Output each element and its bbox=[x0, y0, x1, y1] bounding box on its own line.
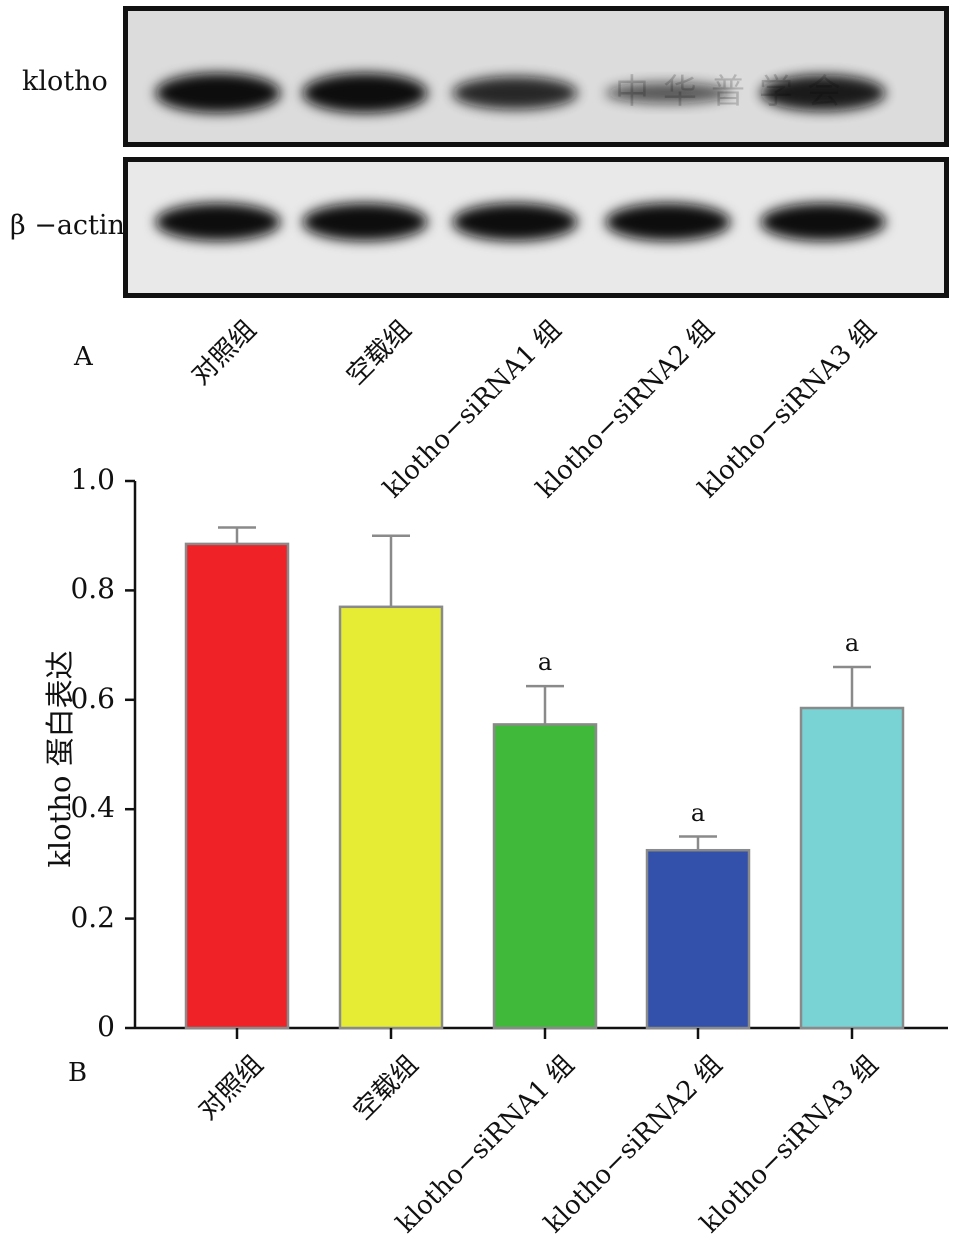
y-tick-label: 0 bbox=[97, 1010, 115, 1043]
significance-label: a bbox=[690, 798, 706, 827]
blot-band bbox=[302, 73, 428, 113]
bar bbox=[492, 723, 598, 1030]
y-tick-label: 0.6 bbox=[70, 681, 115, 715]
panel-letter-b: B bbox=[68, 1058, 88, 1088]
blot-lane-label: 空载组 bbox=[340, 314, 418, 392]
blot-row-label-actin: β −actin bbox=[10, 210, 125, 241]
blot-band bbox=[605, 203, 731, 241]
blot-actin-strip bbox=[123, 157, 949, 298]
bar bbox=[338, 605, 444, 1030]
bar bbox=[799, 706, 905, 1030]
watermark: 中华普学会 bbox=[615, 72, 855, 112]
blot-band bbox=[155, 73, 281, 113]
blot-row-label-klotho: klotho bbox=[22, 66, 108, 97]
blot-band bbox=[302, 203, 428, 241]
blot-lane-label: 对照组 bbox=[185, 314, 263, 392]
bar bbox=[184, 542, 290, 1030]
significance-label: a bbox=[844, 628, 860, 657]
significance-label: a bbox=[537, 648, 553, 677]
blot-band bbox=[155, 203, 281, 241]
blot-band bbox=[452, 203, 578, 241]
blot-band bbox=[760, 203, 886, 241]
y-tick-label: 0.2 bbox=[70, 900, 115, 934]
y-tick-label: 1.0 bbox=[70, 463, 115, 496]
panel-letter-a: A bbox=[74, 342, 93, 372]
bar-chart-plot bbox=[125, 479, 948, 1039]
y-tick-label: 0.8 bbox=[70, 572, 115, 606]
blot-band bbox=[605, 82, 731, 104]
blot-actin-bands bbox=[155, 203, 886, 241]
bar bbox=[645, 848, 751, 1030]
blot-klotho-bands bbox=[155, 73, 886, 113]
blot-band bbox=[452, 76, 578, 110]
blot-band bbox=[760, 74, 886, 112]
y-tick-label: 0.4 bbox=[70, 791, 115, 825]
blot-klotho-strip bbox=[123, 6, 949, 147]
